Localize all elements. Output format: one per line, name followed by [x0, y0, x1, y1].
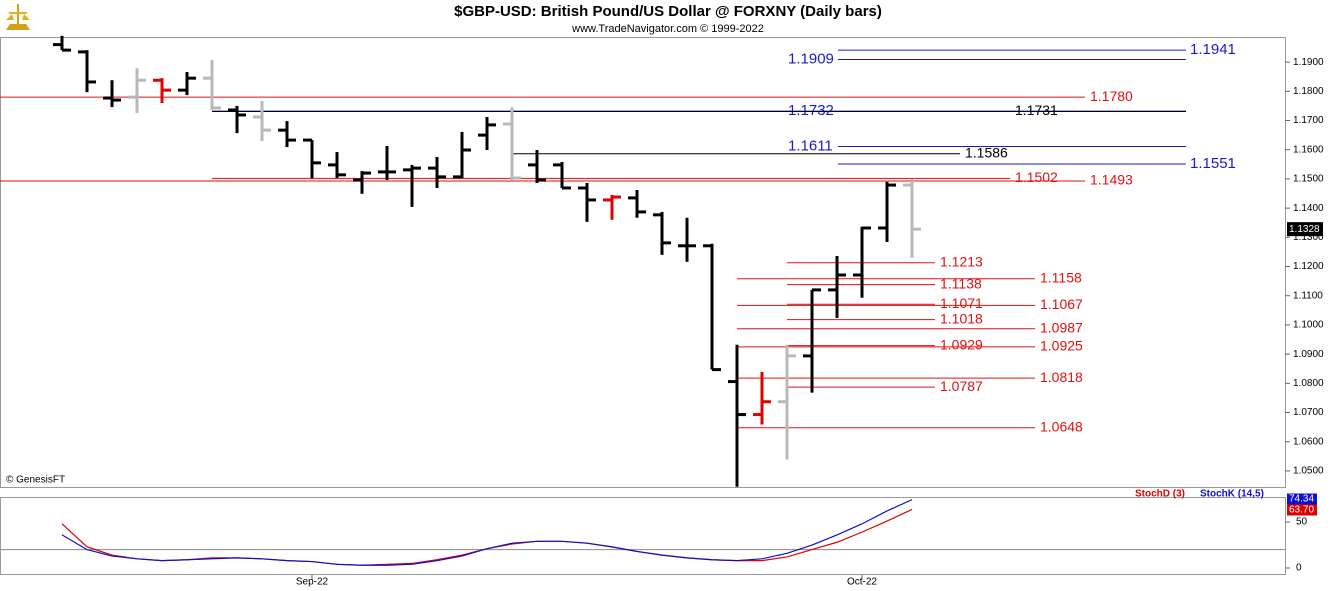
- stoch-panel: [0, 497, 1286, 575]
- stoch-line: [61, 499, 913, 566]
- level-label: 1.0818: [1040, 369, 1083, 385]
- level-label: 1.1138: [940, 275, 982, 291]
- level-label: 1.1502: [1015, 169, 1058, 185]
- level-label: 1.1067: [1040, 296, 1083, 312]
- level-label: 1.1071: [940, 295, 983, 311]
- main-panel: [0, 37, 1286, 488]
- y-tick-label: 1.1800: [1293, 86, 1324, 97]
- level-label: 1.1611: [788, 137, 833, 154]
- y-tick-label: 1.0600: [1293, 436, 1324, 447]
- y-tick-label: 1.0900: [1293, 349, 1324, 360]
- level-label: 1.1586: [965, 145, 1008, 161]
- y-tick-label: 1.1100: [1293, 290, 1323, 301]
- last-value-label: 74.34: [1289, 494, 1314, 505]
- level-label: 1.0929: [940, 336, 983, 352]
- logo: [6, 4, 30, 30]
- y-tick-label: 1.1000: [1293, 320, 1324, 331]
- y-tick-label: 1.1500: [1293, 174, 1324, 185]
- level-label: 1.0987: [1040, 319, 1083, 335]
- level-label: 1.1018: [940, 310, 983, 326]
- level-label: 1.0787: [940, 378, 983, 394]
- chart-subtitle: www.TradeNavigator.com © 1999-2022: [571, 23, 764, 35]
- level-label: 1.1731: [1015, 102, 1058, 118]
- legend-label: StochK (14,5): [1200, 489, 1264, 500]
- level-label: 1.0648: [1040, 418, 1083, 434]
- y-tick-label: 1.1300: [1293, 232, 1324, 243]
- level-label: 1.1780: [1090, 88, 1133, 104]
- chart-title: $GBP-USD: British Pound/US Dollar @ FORX…: [454, 3, 882, 20]
- y-tick-label: 1.0500: [1293, 466, 1324, 477]
- last-price-box: [1287, 222, 1323, 237]
- last-value-label: 63.70: [1289, 505, 1314, 516]
- credit: © GenesisFT: [6, 475, 65, 486]
- level-label: 1.1551: [1190, 155, 1236, 172]
- last-value-box: [1287, 504, 1317, 516]
- x-tick-label: Oct-22: [847, 577, 877, 588]
- y-tick-label: 1.1900: [1293, 57, 1324, 68]
- level-label: 1.1941: [1190, 41, 1236, 58]
- y-tick-label: 1.0800: [1293, 378, 1324, 389]
- y-tick-label: 1.1600: [1293, 144, 1324, 155]
- y-tick-label: 1.1200: [1293, 261, 1324, 272]
- y-tick-label: 1.0700: [1293, 407, 1324, 418]
- level-label: 1.1732: [788, 102, 834, 119]
- last-value-box: [1287, 493, 1317, 505]
- y-tick-label: 1.1400: [1293, 203, 1324, 214]
- level-label: 1.1158: [1040, 269, 1082, 285]
- y-tick-label: 0: [1296, 563, 1302, 574]
- level-label: 1.1493: [1090, 172, 1133, 188]
- last-price-label: 1.1328: [1289, 224, 1320, 235]
- x-tick-label: Sep-22: [296, 577, 329, 588]
- level-label: 1.1213: [940, 253, 983, 269]
- y-tick-label: 1.1700: [1293, 115, 1324, 126]
- level-label: 1.1909: [788, 50, 834, 67]
- level-label: 1.0925: [1040, 338, 1083, 354]
- y-tick-label: 50: [1296, 517, 1308, 528]
- legend-label: StochD (3): [1135, 489, 1185, 500]
